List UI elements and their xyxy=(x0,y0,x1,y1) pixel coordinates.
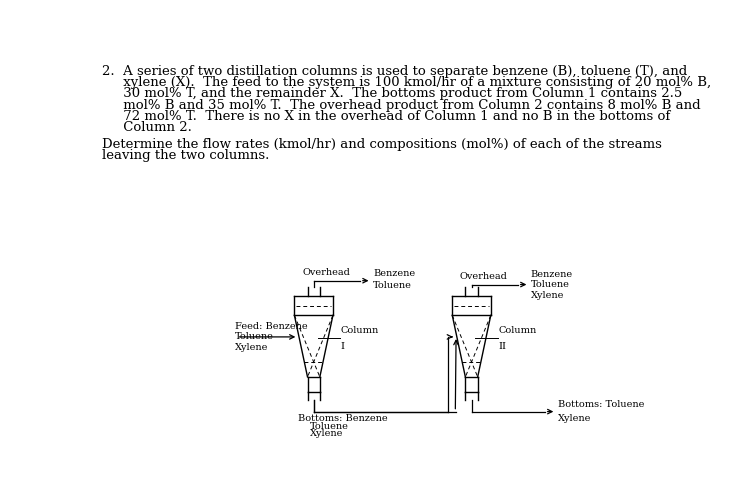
Text: 2.  A series of two distillation columns is used to separate benzene (B), toluen: 2. A series of two distillation columns … xyxy=(102,65,687,78)
Text: mol% B and 35 mol% T.  The overhead product from Column 2 contains 8 mol% B and: mol% B and 35 mol% T. The overhead produ… xyxy=(102,99,701,111)
Text: Xylene: Xylene xyxy=(310,429,343,438)
Text: Toluene: Toluene xyxy=(235,333,274,341)
Text: Toluene: Toluene xyxy=(373,281,412,290)
Text: Feed: Benzene: Feed: Benzene xyxy=(235,322,307,331)
Text: Benzene: Benzene xyxy=(373,269,415,278)
Text: Determine the flow rates (kmol/hr) and compositions (mol%) of each of the stream: Determine the flow rates (kmol/hr) and c… xyxy=(102,138,662,151)
Text: xylene (X).  The feed to the system is 100 kmol/hr of a mixture consisting of 20: xylene (X). The feed to the system is 10… xyxy=(102,76,711,89)
Text: II: II xyxy=(499,342,506,351)
Text: Column: Column xyxy=(499,326,537,335)
Text: Overhead: Overhead xyxy=(460,272,508,281)
Text: Xylene: Xylene xyxy=(558,414,591,423)
Text: Xylene: Xylene xyxy=(235,343,268,352)
Text: Bottoms: Toluene: Bottoms: Toluene xyxy=(558,400,644,409)
Text: Xylene: Xylene xyxy=(531,291,564,300)
Text: Column: Column xyxy=(341,326,379,335)
Text: 72 mol% T.  There is no X in the overhead of Column 1 and no B in the bottoms of: 72 mol% T. There is no X in the overhead… xyxy=(102,110,670,123)
Text: Overhead: Overhead xyxy=(302,268,350,277)
Text: Bottoms: Benzene: Bottoms: Benzene xyxy=(299,414,388,423)
Text: I: I xyxy=(341,342,344,351)
Text: Column 2.: Column 2. xyxy=(102,121,192,134)
Text: Toluene: Toluene xyxy=(531,280,570,289)
Text: leaving the two columns.: leaving the two columns. xyxy=(102,149,269,162)
Text: Benzene: Benzene xyxy=(531,270,573,279)
Text: Toluene: Toluene xyxy=(310,422,349,430)
Text: 30 mol% T, and the remainder X.  The bottoms product from Column 1 contains 2.5: 30 mol% T, and the remainder X. The bott… xyxy=(102,87,682,100)
